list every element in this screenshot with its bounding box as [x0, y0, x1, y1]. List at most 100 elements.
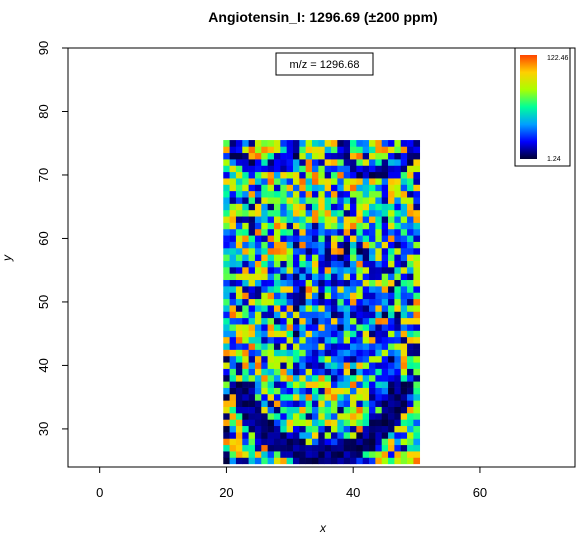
heatmap-pixel: [311, 305, 319, 312]
heatmap-pixel: [394, 336, 402, 344]
heatmap-pixel: [299, 222, 306, 230]
heatmap-pixel: [229, 152, 237, 160]
heatmap-pixel: [407, 317, 414, 325]
heatmap-pixel: [305, 317, 313, 325]
heatmap-pixel: [407, 457, 414, 465]
heatmap-pixel: [369, 146, 376, 154]
heatmap-pixel: [229, 159, 237, 166]
heatmap-pixel: [413, 286, 421, 293]
heatmap-pixel: [400, 311, 408, 319]
heatmap-pixel: [394, 305, 402, 312]
heatmap-pixel: [280, 247, 287, 255]
heatmap-pixel: [350, 368, 357, 376]
heatmap-pixel: [267, 267, 275, 274]
heatmap-pixel: [388, 241, 395, 249]
heatmap-pixel: [267, 349, 275, 357]
heatmap-pixel: [299, 381, 306, 388]
heatmap-pixel: [362, 152, 370, 160]
heatmap-pixel: [223, 267, 230, 274]
heatmap-pixel: [261, 317, 268, 325]
heatmap-pixel: [242, 374, 249, 382]
heatmap-pixel: [337, 298, 344, 306]
heatmap-pixel: [381, 165, 389, 173]
heatmap-pixel: [388, 279, 395, 287]
heatmap-pixel: [413, 368, 421, 376]
heatmap-pixel: [400, 317, 408, 325]
heatmap-pixel: [311, 171, 319, 179]
heatmap-pixel: [388, 457, 395, 465]
heatmap-pixel: [305, 298, 313, 306]
heatmap-pixel: [286, 235, 294, 242]
heatmap-pixel: [248, 387, 256, 395]
heatmap-pixel: [235, 292, 243, 300]
heatmap-pixel: [229, 203, 237, 211]
heatmap-pixel: [324, 374, 332, 382]
heatmap-pixel: [356, 241, 363, 249]
heatmap-pixel: [407, 203, 414, 211]
heatmap-pixel: [356, 381, 363, 388]
heatmap-pixel: [242, 425, 249, 433]
heatmap-pixel: [375, 286, 383, 293]
heatmap-pixel: [273, 190, 281, 198]
heatmap-pixel: [331, 286, 338, 293]
heatmap-pixel: [343, 159, 351, 166]
heatmap-pixel: [400, 273, 408, 281]
heatmap-pixel: [292, 298, 300, 306]
heatmap-pixel: [261, 419, 268, 427]
heatmap-pixel: [318, 362, 325, 369]
heatmap-pixel: [248, 222, 256, 230]
heatmap-pixel: [362, 228, 370, 236]
heatmap-pixel: [280, 197, 287, 204]
heatmap-pixel: [413, 406, 421, 414]
heatmap-pixel: [337, 438, 344, 446]
heatmap-pixel: [375, 330, 383, 338]
heatmap-pixel: [375, 254, 383, 261]
heatmap-pixel: [267, 324, 275, 331]
heatmap-pixel: [356, 197, 363, 204]
heatmap-pixel: [242, 228, 249, 236]
heatmap-pixel: [413, 438, 421, 446]
heatmap-pixel: [248, 438, 256, 446]
heatmap-pixel: [261, 222, 268, 230]
heatmap-pixel: [299, 368, 306, 376]
heatmap-pixel: [273, 247, 281, 255]
heatmap-pixel: [375, 400, 383, 407]
heatmap-pixel: [311, 406, 319, 414]
heatmap-pixel: [324, 406, 332, 414]
heatmap-pixel: [261, 235, 268, 242]
heatmap-pixel: [324, 311, 332, 319]
heatmap-pixel: [267, 222, 275, 230]
heatmap-pixel: [413, 292, 421, 300]
heatmap-pixel: [381, 203, 389, 211]
heatmap-pixel: [223, 362, 230, 369]
heatmap-pixel: [254, 298, 262, 306]
mz-annotation: m/z = 1296.68: [275, 52, 374, 76]
heatmap-pixel: [299, 216, 306, 223]
heatmap-pixel: [286, 292, 294, 300]
heatmap-pixel: [305, 400, 313, 407]
heatmap-pixel: [388, 374, 395, 382]
heatmap-pixel: [362, 406, 370, 414]
heatmap-pixel: [292, 317, 300, 325]
heatmap-pixel: [305, 343, 313, 350]
heatmap-pixel: [375, 279, 383, 287]
heatmap-pixel: [388, 317, 395, 325]
heatmap-pixel: [248, 247, 256, 255]
heatmap-pixel: [388, 178, 395, 185]
heatmap-pixel: [242, 343, 249, 350]
heatmap-pixel: [261, 152, 268, 160]
heatmap-pixel: [261, 400, 268, 407]
heatmap-pixel: [242, 311, 249, 319]
heatmap-pixel: [254, 216, 262, 223]
heatmap-pixel: [248, 381, 256, 388]
heatmap-pixel: [331, 336, 338, 344]
heatmap-pixel: [394, 254, 402, 261]
heatmap-pixel: [248, 216, 256, 223]
heatmap-pixel: [381, 247, 389, 255]
heatmap-pixel: [242, 140, 249, 147]
heatmap-pixel: [286, 406, 294, 414]
heatmap-pixel: [248, 444, 256, 452]
heatmap-pixel: [273, 254, 281, 261]
heatmap-pixel: [369, 368, 376, 376]
heatmap-pixel: [381, 305, 389, 312]
